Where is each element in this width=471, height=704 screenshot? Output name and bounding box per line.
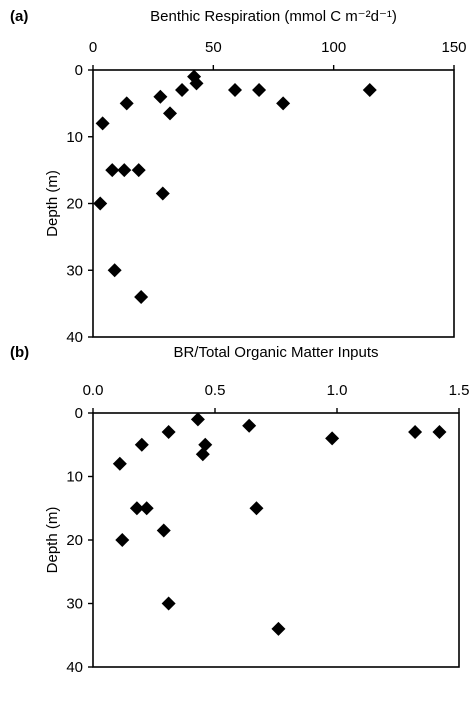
- data-point: [105, 163, 120, 178]
- y-tick-label: 10: [66, 129, 83, 146]
- x-tick-label: 0.0: [83, 382, 104, 399]
- y-tick-label: 40: [66, 659, 83, 676]
- data-point: [175, 83, 190, 98]
- data-point: [117, 163, 132, 178]
- panel-label: (a): [10, 8, 28, 25]
- data-point: [252, 83, 267, 98]
- data-point: [129, 501, 144, 516]
- data-point: [408, 425, 423, 440]
- y-tick-label: 0: [75, 405, 83, 422]
- data-point: [271, 621, 286, 636]
- data-point: [153, 89, 168, 104]
- y-tick-label: 30: [66, 596, 83, 613]
- x-tick-label: 1.0: [327, 382, 348, 399]
- chart-title: BR/Total Organic Matter Inputs: [173, 344, 378, 361]
- data-point: [195, 447, 210, 462]
- data-point: [362, 83, 377, 98]
- x-tick-label: 1.5: [449, 382, 470, 399]
- data-point: [189, 76, 204, 91]
- y-tick-label: 20: [66, 532, 83, 549]
- x-tick-label: 100: [321, 39, 346, 56]
- panel-a: (a) Benthic Respiration (mmol C m⁻²d⁻¹) 0 5…: [10, 8, 467, 346]
- data-point: [95, 116, 110, 131]
- y-tick-label: 10: [66, 469, 83, 486]
- data-point: [134, 437, 149, 452]
- panel-label: (b): [10, 344, 29, 361]
- data-point: [325, 431, 340, 446]
- y-axis-label: Depth (m): [44, 507, 61, 574]
- data-point: [161, 596, 176, 611]
- y-axis-label: Depth (m): [44, 170, 61, 237]
- data-point: [276, 96, 291, 111]
- x-tick-label: 0: [89, 39, 97, 56]
- y-tick-label: 0: [75, 62, 83, 79]
- data-point: [163, 106, 178, 121]
- data-point: [119, 96, 134, 111]
- data-point: [107, 263, 122, 278]
- data-point: [161, 425, 176, 440]
- data-point: [112, 456, 127, 471]
- y-tick-label: 40: [66, 329, 83, 346]
- data-point: [93, 196, 108, 211]
- data-point: [134, 289, 149, 304]
- data-point: [131, 163, 146, 178]
- data-point: [198, 437, 213, 452]
- y-tick-label: 30: [66, 262, 83, 279]
- data-point: [139, 501, 154, 516]
- data-point: [227, 83, 242, 98]
- data-point: [249, 501, 264, 516]
- data-point: [242, 418, 257, 433]
- data-point: [115, 533, 130, 547]
- chart-title: Benthic Respiration (mmol C m⁻²d⁻¹): [150, 8, 397, 25]
- x-tick-label: 150: [441, 39, 466, 56]
- data-point: [155, 186, 170, 201]
- x-tick-label: 50: [205, 39, 222, 56]
- x-tick-label: 0.5: [205, 382, 226, 399]
- data-point: [190, 412, 205, 427]
- panel-b: (b) BR/Total Organic Matter Inputs 0.0 0.5 1…: [10, 344, 469, 676]
- y-tick-label: 20: [66, 196, 83, 213]
- data-point: [432, 425, 447, 440]
- data-point: [156, 523, 171, 538]
